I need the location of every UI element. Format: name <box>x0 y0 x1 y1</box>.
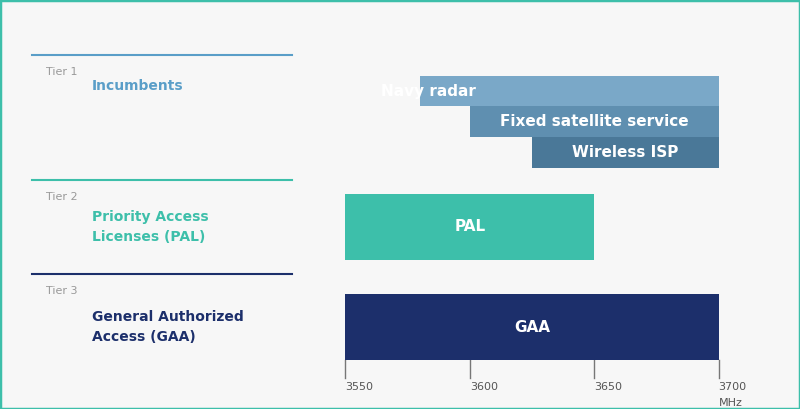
Text: 3650: 3650 <box>594 382 622 391</box>
Text: Fixed satellite service: Fixed satellite service <box>500 114 689 129</box>
Text: General Authorized
Access (GAA): General Authorized Access (GAA) <box>92 310 244 344</box>
Text: Tier 2: Tier 2 <box>46 192 78 202</box>
Text: Priority Access
Licenses (PAL): Priority Access Licenses (PAL) <box>92 210 209 244</box>
Text: 3700: 3700 <box>718 382 746 391</box>
FancyBboxPatch shape <box>346 294 718 360</box>
FancyBboxPatch shape <box>346 194 594 260</box>
Text: Tier 3: Tier 3 <box>46 286 78 296</box>
Text: 3550: 3550 <box>346 382 374 391</box>
FancyBboxPatch shape <box>470 106 718 137</box>
Text: Incumbents: Incumbents <box>92 79 184 93</box>
FancyBboxPatch shape <box>420 76 718 106</box>
Text: GAA: GAA <box>514 320 550 335</box>
Text: PAL: PAL <box>454 220 486 234</box>
Text: Wireless ISP: Wireless ISP <box>572 145 678 160</box>
Text: Navy radar: Navy radar <box>381 83 475 99</box>
FancyBboxPatch shape <box>532 137 718 168</box>
Text: 3600: 3600 <box>470 382 498 391</box>
Text: MHz: MHz <box>718 398 742 408</box>
Text: Tier 1: Tier 1 <box>46 67 78 77</box>
